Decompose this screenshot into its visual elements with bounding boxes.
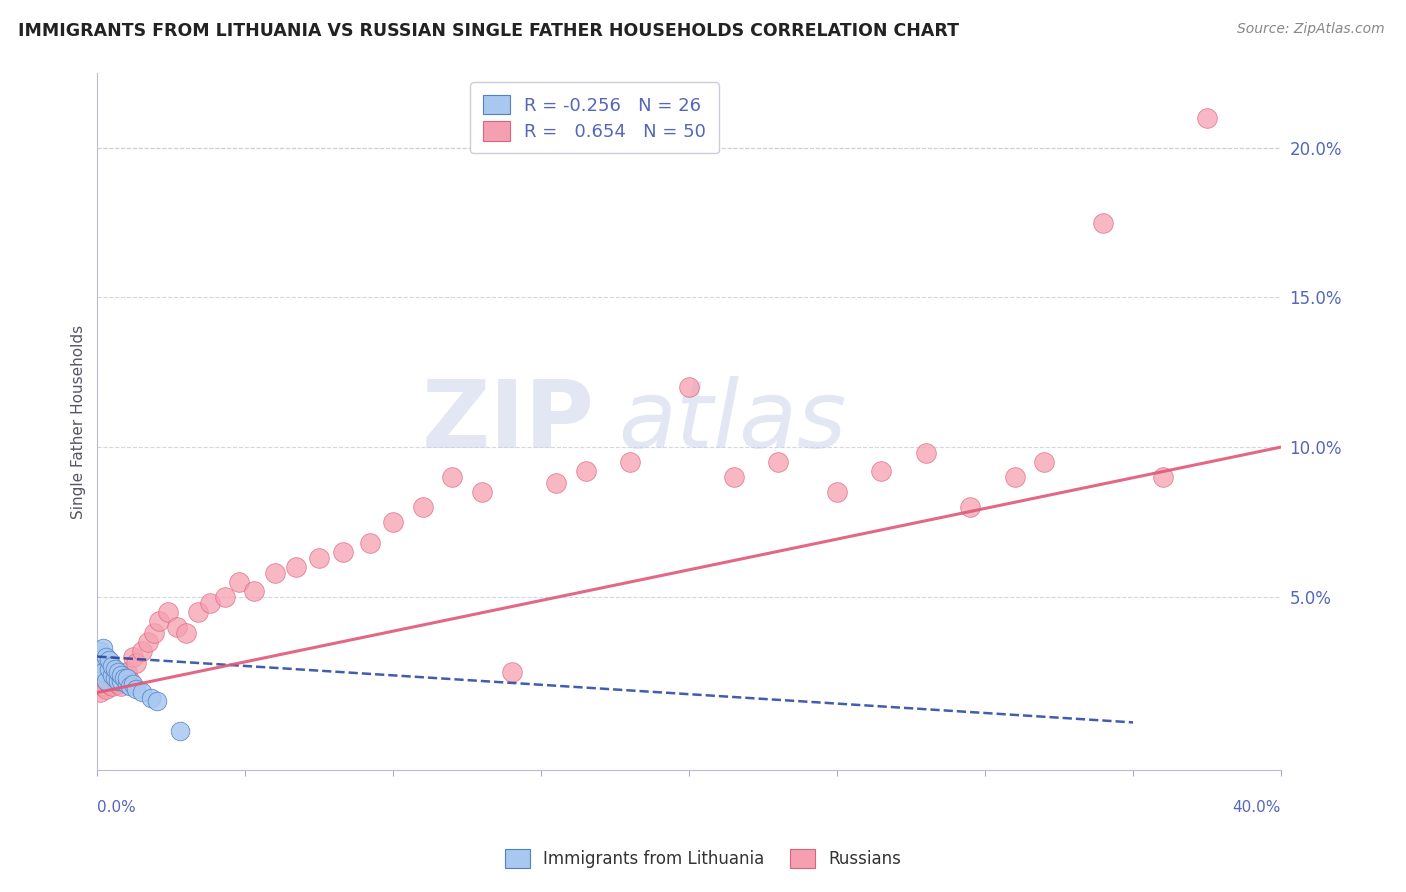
Point bbox=[131, 643, 153, 657]
Point bbox=[112, 671, 135, 685]
Point bbox=[112, 671, 135, 685]
Point bbox=[544, 475, 567, 490]
Y-axis label: Single Father Households: Single Father Households bbox=[72, 325, 86, 518]
Point bbox=[264, 566, 287, 580]
Point bbox=[91, 665, 114, 679]
Point bbox=[115, 665, 138, 679]
Point bbox=[166, 620, 188, 634]
Point bbox=[501, 665, 523, 679]
Point bbox=[96, 673, 118, 688]
Point bbox=[214, 590, 236, 604]
Point bbox=[110, 667, 132, 681]
Point bbox=[145, 694, 167, 708]
Point bbox=[115, 671, 138, 685]
Point bbox=[678, 380, 700, 394]
Point bbox=[104, 671, 127, 685]
Point bbox=[915, 446, 938, 460]
Text: Source: ZipAtlas.com: Source: ZipAtlas.com bbox=[1237, 22, 1385, 37]
Point bbox=[101, 658, 124, 673]
Point bbox=[121, 676, 143, 690]
Point bbox=[1092, 216, 1115, 230]
Point bbox=[104, 673, 127, 688]
Point bbox=[125, 682, 148, 697]
Point bbox=[1033, 455, 1056, 469]
Point bbox=[107, 673, 129, 688]
Point bbox=[125, 656, 148, 670]
Point bbox=[89, 656, 111, 670]
Text: atlas: atlas bbox=[619, 376, 846, 467]
Point bbox=[89, 643, 111, 657]
Point bbox=[98, 652, 121, 666]
Point bbox=[115, 676, 138, 690]
Point bbox=[91, 680, 114, 694]
Point bbox=[825, 485, 848, 500]
Point bbox=[139, 691, 162, 706]
Point bbox=[118, 673, 141, 688]
Point bbox=[104, 661, 127, 675]
Point bbox=[187, 605, 209, 619]
Point bbox=[412, 500, 434, 514]
Point bbox=[382, 515, 405, 529]
Point bbox=[101, 667, 124, 681]
Point bbox=[91, 640, 114, 655]
Point bbox=[1195, 111, 1218, 125]
Point bbox=[131, 685, 153, 699]
Point bbox=[870, 464, 893, 478]
Legend: Immigrants from Lithuania, Russians: Immigrants from Lithuania, Russians bbox=[499, 843, 907, 875]
Point bbox=[243, 583, 266, 598]
Text: 0.0%: 0.0% bbox=[97, 800, 136, 815]
Point bbox=[471, 485, 494, 500]
Point bbox=[169, 724, 191, 739]
Text: IMMIGRANTS FROM LITHUANIA VS RUSSIAN SINGLE FATHER HOUSEHOLDS CORRELATION CHART: IMMIGRANTS FROM LITHUANIA VS RUSSIAN SIN… bbox=[18, 22, 959, 40]
Point bbox=[1152, 470, 1174, 484]
Point bbox=[766, 455, 789, 469]
Point bbox=[198, 596, 221, 610]
Point bbox=[107, 665, 129, 679]
Point bbox=[118, 680, 141, 694]
Point bbox=[96, 682, 118, 697]
Point bbox=[228, 574, 250, 589]
Legend: R = -0.256   N = 26, R =   0.654   N = 50: R = -0.256 N = 26, R = 0.654 N = 50 bbox=[470, 82, 718, 153]
Point bbox=[441, 470, 464, 484]
Point bbox=[959, 500, 981, 514]
Text: 40.0%: 40.0% bbox=[1233, 800, 1281, 815]
Point bbox=[98, 676, 121, 690]
Point bbox=[96, 649, 118, 664]
Point bbox=[332, 545, 354, 559]
Point bbox=[359, 536, 381, 550]
Point bbox=[1004, 470, 1026, 484]
Point bbox=[101, 680, 124, 694]
Point bbox=[308, 550, 330, 565]
Point bbox=[110, 673, 132, 688]
Point bbox=[98, 661, 121, 675]
Point bbox=[89, 685, 111, 699]
Point bbox=[136, 634, 159, 648]
Point bbox=[574, 464, 596, 478]
Text: ZIP: ZIP bbox=[422, 376, 595, 467]
Point bbox=[107, 676, 129, 690]
Point bbox=[157, 605, 180, 619]
Point bbox=[142, 625, 165, 640]
Point bbox=[121, 649, 143, 664]
Point bbox=[174, 625, 197, 640]
Point bbox=[148, 614, 170, 628]
Point bbox=[110, 680, 132, 694]
Point bbox=[619, 455, 641, 469]
Point bbox=[723, 470, 745, 484]
Point bbox=[284, 559, 307, 574]
